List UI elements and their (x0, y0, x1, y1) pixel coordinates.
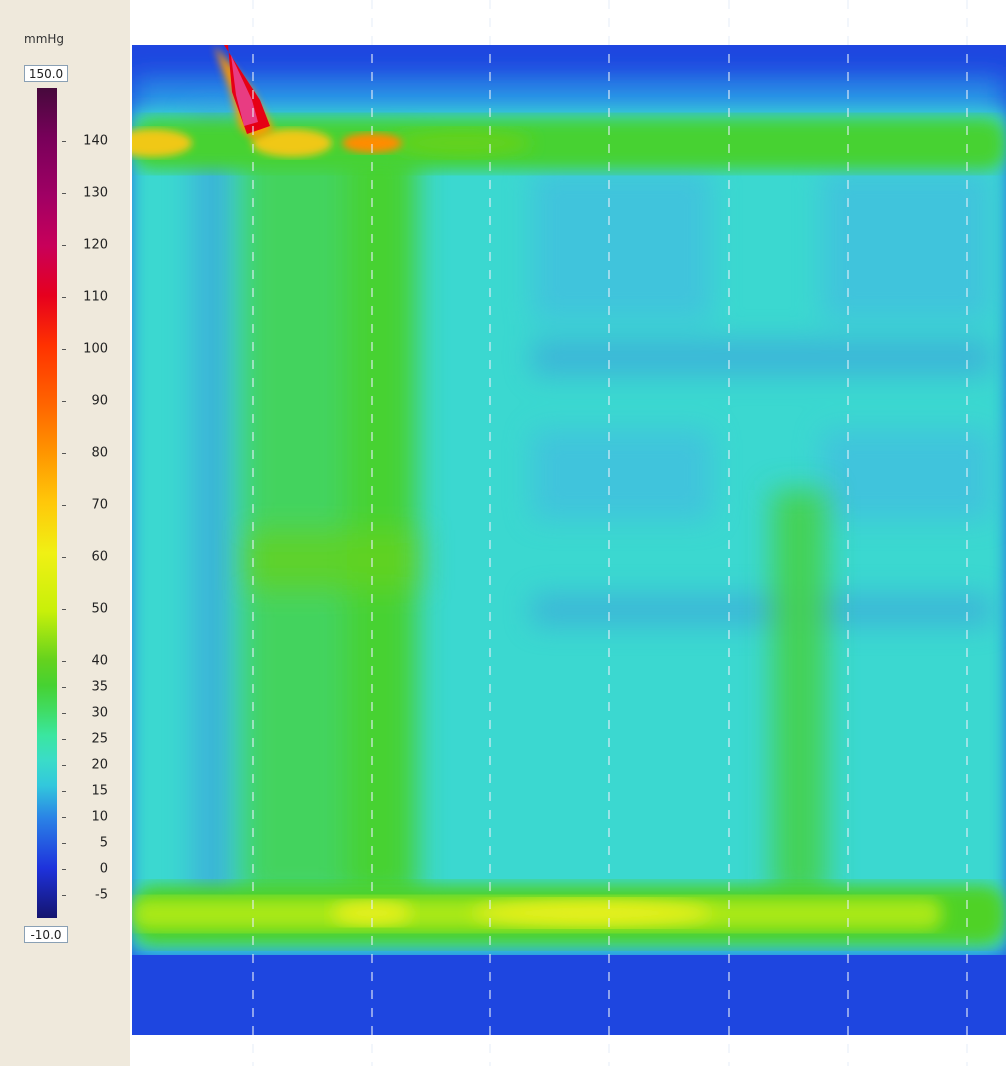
lower-pressure-patches (192, 110, 992, 910)
scale-tick-label: 30 (91, 705, 108, 721)
scale-tick-label: 130 (83, 185, 108, 201)
scale-tick-label: 15 (91, 783, 108, 799)
scale-tick-label: 20 (91, 757, 108, 773)
scale-min-input[interactable]: -10.0 (24, 926, 68, 943)
scale-tick-label: 60 (91, 549, 108, 565)
scale-tick-label: 50 (91, 601, 108, 617)
scale-tick-label: 5 (99, 835, 108, 851)
scale-tick-label: 0 (99, 861, 108, 877)
scale-tick-mark (62, 557, 66, 558)
scale-tick-mark (62, 401, 66, 402)
scale-tick-label: 80 (91, 445, 108, 461)
scale-tick-label: 100 (83, 341, 108, 357)
scale-tick-mark (62, 609, 66, 610)
scale-ticks: 140 130 120 110 100 90 80 70 60 50 40 35 30 25 20 15 10 5… (0, 0, 130, 1066)
scale-tick-label: 25 (91, 731, 108, 747)
color-scale-bar (37, 88, 57, 918)
scale-tick-mark (62, 765, 66, 766)
scale-tick-label: 35 (91, 679, 108, 695)
scale-tick-label: -5 (95, 887, 108, 903)
scale-tick-mark (62, 843, 66, 844)
scale-tick-mark (62, 193, 66, 194)
scale-tick-label: 140 (83, 133, 108, 149)
contraction-wave (242, 140, 827, 900)
scale-tick-label: 120 (83, 237, 108, 253)
scale-tick-mark (62, 141, 66, 142)
scale-tick-mark (62, 349, 66, 350)
scale-tick-mark (62, 895, 66, 896)
scale-max-input[interactable]: 150.0 (24, 65, 68, 82)
scale-tick-mark (62, 297, 66, 298)
scale-tick-mark (62, 739, 66, 740)
scale-tick-mark (62, 245, 66, 246)
scale-tick-label: 90 (91, 393, 108, 409)
scale-tick-mark (62, 817, 66, 818)
swallow-peak (214, 45, 274, 140)
scale-tick-mark (62, 661, 66, 662)
scale-tick-mark (62, 505, 66, 506)
scale-tick-mark (62, 687, 66, 688)
scale-tick-mark (62, 869, 66, 870)
scale-tick-mark (62, 713, 66, 714)
color-scale-gradient (37, 88, 57, 918)
scale-tick-mark (62, 453, 66, 454)
pressure-topography-plot (132, 0, 1006, 1066)
time-gridlines (252, 0, 968, 1066)
scale-tick-mark (62, 791, 66, 792)
scale-tick-label: 40 (91, 653, 108, 669)
pressure-scale-panel: mmHg 150.0 (0, 0, 130, 1066)
stomach-region (132, 955, 1006, 1035)
unit-label: mmHg (24, 32, 65, 46)
upper-sphincter-band (132, 118, 1006, 170)
scale-tick-label: 110 (83, 289, 108, 305)
scale-tick-label: 70 (91, 497, 108, 513)
scale-tick-label: 10 (91, 809, 108, 825)
